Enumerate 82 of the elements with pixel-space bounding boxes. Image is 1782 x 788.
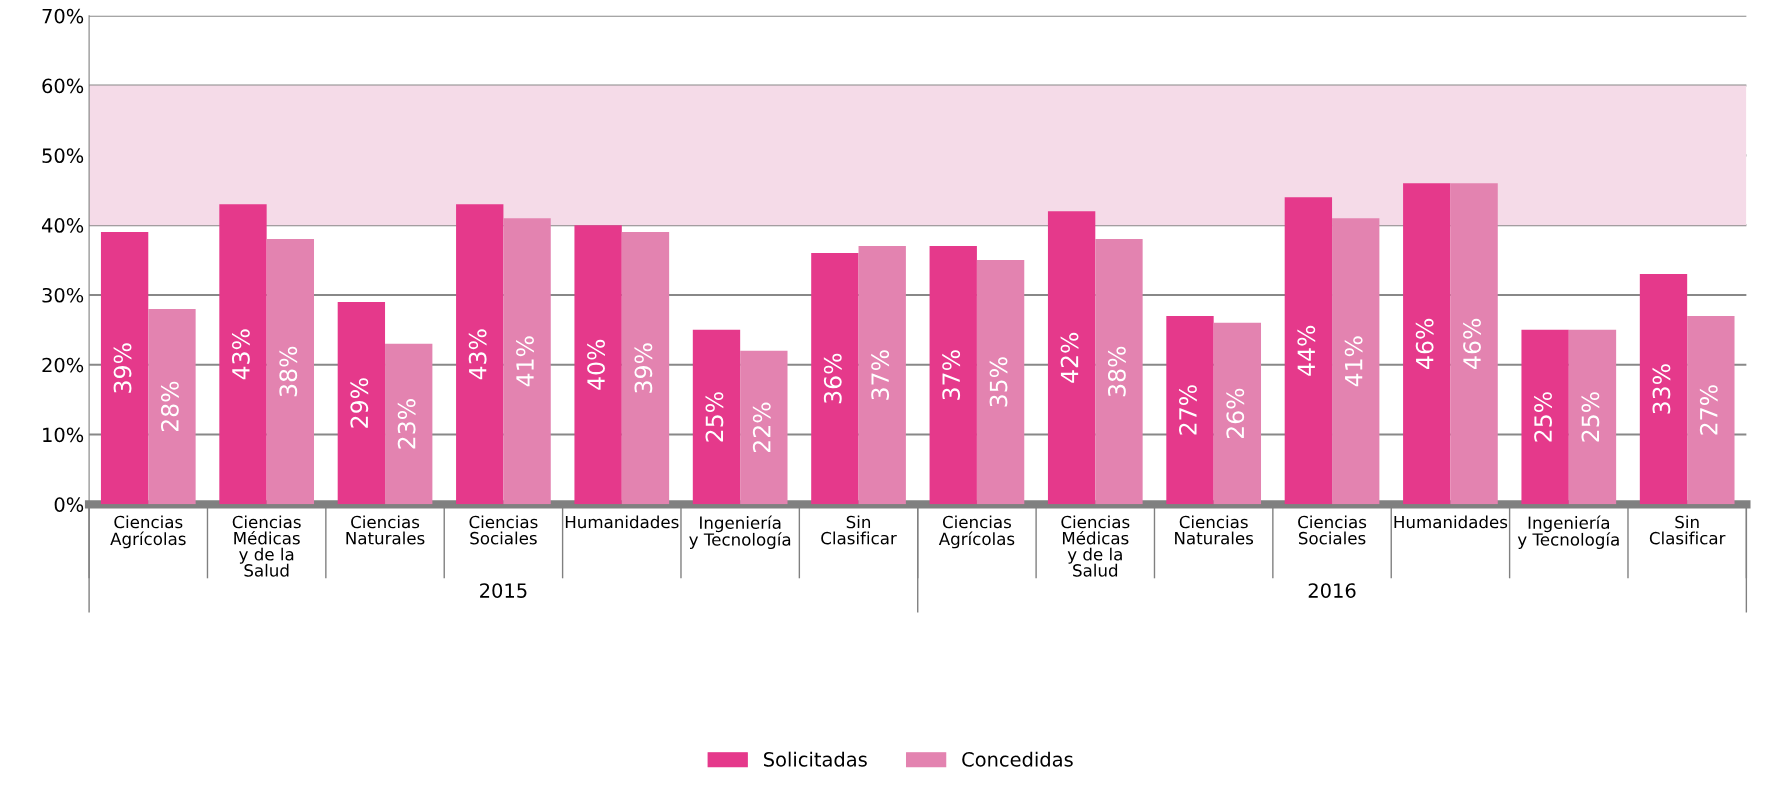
bar: [976, 260, 1025, 505]
x-tick-label: Ciencias Sociales: [1298, 515, 1367, 545]
bar: [1521, 329, 1569, 505]
bar: [1403, 183, 1451, 505]
data-label: 36%: [823, 353, 842, 404]
bar: [574, 225, 622, 505]
x-tick-label: Ingeniería y Tecnología: [1517, 515, 1619, 550]
data-label: 39%: [113, 343, 132, 393]
bar: [337, 301, 386, 505]
bar: [1687, 315, 1735, 505]
bar: [148, 308, 196, 505]
y-tick-label: 0%: [54, 497, 84, 512]
data-label: 37%: [942, 350, 961, 400]
data-label: 40%: [587, 339, 605, 390]
bar: [503, 218, 551, 505]
legend-label: Concedidas: [962, 751, 1073, 767]
data-label: 23%: [397, 399, 416, 449]
y-tick-label: 50%: [42, 148, 84, 164]
data-label: 33%: [1652, 364, 1671, 414]
data-label: 35%: [989, 357, 1008, 407]
x-tick-label: Humanidades: [565, 515, 679, 529]
y-tick-label: 60%: [42, 78, 84, 94]
data-label: 46%: [1463, 318, 1481, 369]
x-tick-label: Ciencias Naturales: [346, 515, 425, 545]
data-label: 39%: [634, 343, 653, 393]
data-label: 29%: [350, 378, 369, 428]
bar: [1284, 197, 1333, 505]
bar: [1568, 329, 1617, 505]
y-tick-label: 20%: [42, 357, 84, 373]
data-label: 43%: [468, 329, 487, 380]
bar: [1332, 218, 1380, 505]
x-tick-label: Ciencias Médicas y de la Salud: [232, 515, 301, 577]
x-tick-label: Ciencias Médicas y de la Salud: [1061, 515, 1130, 577]
data-label: 38%: [279, 346, 298, 397]
x-tick-label: Ciencias Agrícolas: [110, 515, 186, 549]
x-tick-label: Sin Clasificar: [1649, 515, 1726, 545]
bar: [1095, 239, 1143, 505]
bar: [266, 239, 315, 505]
bar: [692, 329, 741, 505]
y-tick-label: 40%: [41, 218, 84, 233]
x-tick-label: Ciencias Sociales: [469, 515, 538, 545]
bar: [385, 343, 433, 505]
data-label: 46%: [1415, 318, 1434, 369]
bar: [929, 246, 977, 505]
legend-label: Solicitadas: [764, 751, 867, 767]
x-tick-label: Ciencias Naturales: [1175, 515, 1254, 545]
bar: [1450, 183, 1498, 505]
bar: [811, 253, 859, 505]
text: 2015: [480, 583, 527, 598]
data-label: 42%: [1060, 332, 1079, 383]
x-tick-label: Humanidades: [1394, 515, 1508, 529]
data-label: 38%: [1107, 346, 1126, 397]
bar: [1166, 315, 1214, 505]
bar: [1639, 274, 1688, 505]
data-label: 22%: [752, 402, 771, 453]
data-label: 41%: [1344, 336, 1363, 387]
data-label: 44%: [1297, 325, 1316, 376]
data-label: 25%: [1534, 392, 1552, 442]
bar: [740, 350, 788, 505]
y-tick-label: 30%: [42, 287, 84, 303]
data-label: 27%: [1699, 385, 1718, 435]
y-tick-label: 10%: [43, 427, 84, 443]
data-label: 26%: [1226, 388, 1245, 439]
x-tick-label: Sin Clasificar: [821, 515, 897, 545]
bar: [1047, 211, 1096, 505]
bar: [456, 204, 504, 505]
data-label: 25%: [1581, 392, 1600, 442]
data-label: 27%: [1178, 385, 1197, 435]
data-label: 25%: [705, 392, 724, 442]
text: 2016: [1308, 583, 1356, 598]
data-label: 43%: [231, 329, 250, 380]
data-label: 41%: [516, 336, 534, 387]
bar: [1213, 322, 1262, 505]
bar: [100, 232, 149, 505]
x-tick-label: Ingeniería y Tecnología: [689, 515, 791, 550]
data-label: 37%: [871, 350, 890, 400]
bar: [219, 204, 267, 505]
bar: [858, 246, 906, 505]
bar: [621, 232, 670, 505]
data-label: 28%: [160, 381, 179, 432]
x-tick-label: Ciencias Agrícolas: [938, 515, 1015, 549]
y-tick-label: 70%: [42, 8, 84, 24]
